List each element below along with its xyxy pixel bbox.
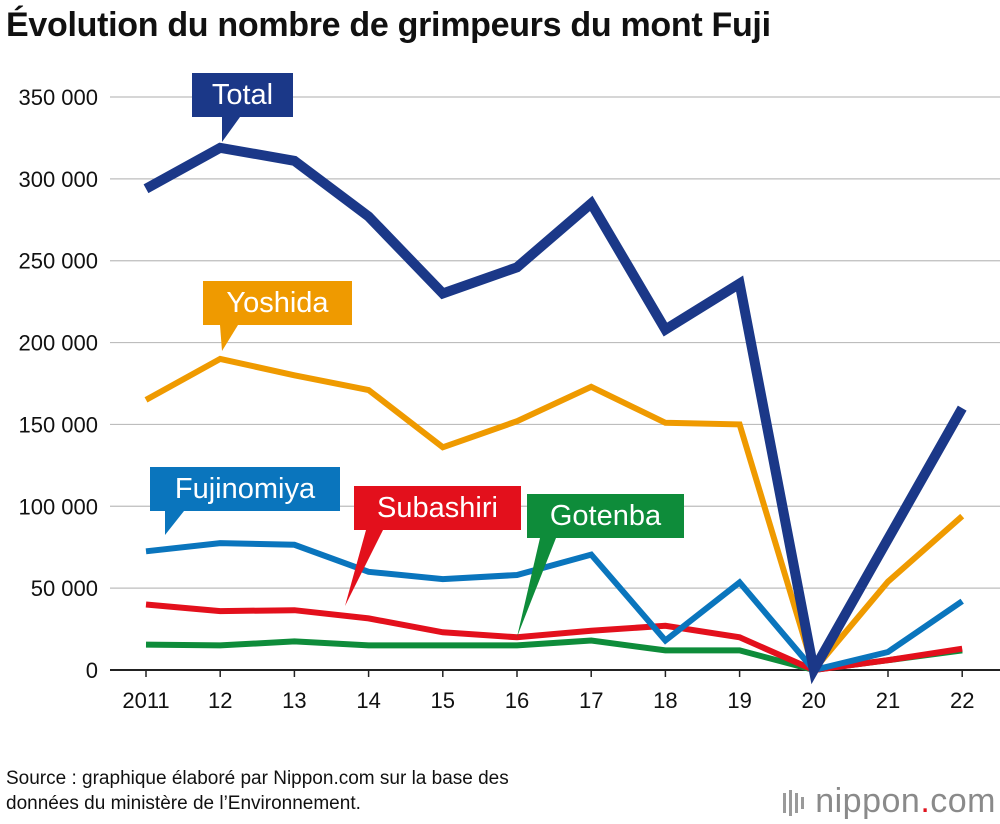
y-tick-label: 250 000 (18, 249, 98, 274)
brand-dot: . (920, 782, 931, 820)
callout-pointer-fujinomiya (165, 511, 184, 535)
x-axis-tick-labels: 2011 12 13 14 15 16 17 18 19 20 21 22 (122, 670, 974, 713)
nippon-mark-icon (783, 790, 805, 817)
series-line-fujinomiya (145, 540, 964, 674)
x-tick-label: 2011 (122, 688, 169, 713)
x-tick-label: 12 (208, 688, 232, 713)
source-line-1: Source : graphique élaboré par Nippon.co… (6, 768, 509, 789)
callout-pointer-yoshida (220, 325, 238, 351)
series-label-subashiri: Subashiri (377, 492, 498, 524)
series-label-fujinomiya: Fujinomiya (175, 473, 316, 505)
callout-pointer-total (222, 117, 240, 142)
y-tick-label: 0 (86, 658, 98, 683)
x-tick-label: 18 (653, 688, 677, 713)
y-tick-label: 200 000 (18, 331, 98, 356)
x-tick-label: 19 (727, 688, 751, 713)
series-lines (143, 142, 967, 685)
series-line-total (143, 142, 967, 685)
nippon-logo: nippon.com (781, 782, 996, 821)
source-line-2: données du ministère de l’Environnement. (6, 793, 361, 814)
chart-title: Évolution du nombre de grimpeurs du mont… (6, 6, 771, 44)
x-tick-label: 13 (282, 688, 306, 713)
callout-box-yoshida (203, 281, 352, 325)
x-tick-label: 16 (505, 688, 529, 713)
y-tick-label: 100 000 (18, 494, 98, 519)
callout-box-gotenba (527, 494, 684, 538)
callout-pointer-subashiri (345, 530, 383, 606)
x-tick-label: 15 (431, 688, 455, 713)
x-tick-label: 22 (950, 688, 974, 713)
x-tick-label: 20 (802, 688, 826, 713)
series-label-yoshida: Yoshida (226, 287, 329, 319)
y-axis-tick-labels: 0 50 000 100 000 150 000 200 000 250 000 300 0… (18, 85, 98, 683)
brand-suffix: com (930, 782, 996, 820)
source-note: Source : graphique élaboré par Nippon.co… (6, 766, 509, 816)
y-tick-label: 300 000 (18, 167, 98, 192)
series-label-total: Total (212, 79, 273, 111)
series-label-gotenba: Gotenba (550, 500, 662, 532)
x-tick-label: 17 (579, 688, 603, 713)
callout-box-fujinomiya (150, 467, 340, 511)
callout-box-subashiri (354, 486, 521, 530)
y-tick-label: 150 000 (18, 412, 98, 437)
y-tick-label: 50 000 (31, 576, 98, 601)
x-tick-label: 21 (876, 688, 900, 713)
series-labels: Gotenba Subashiri Fujinomiya Yoshida Total (150, 73, 684, 637)
y-tick-label: 350 000 (18, 85, 98, 110)
x-tick-label: 14 (356, 688, 380, 713)
callout-box-total (192, 73, 293, 117)
callout-pointer-gotenba (517, 538, 556, 637)
brand-name: nippon (815, 782, 921, 820)
